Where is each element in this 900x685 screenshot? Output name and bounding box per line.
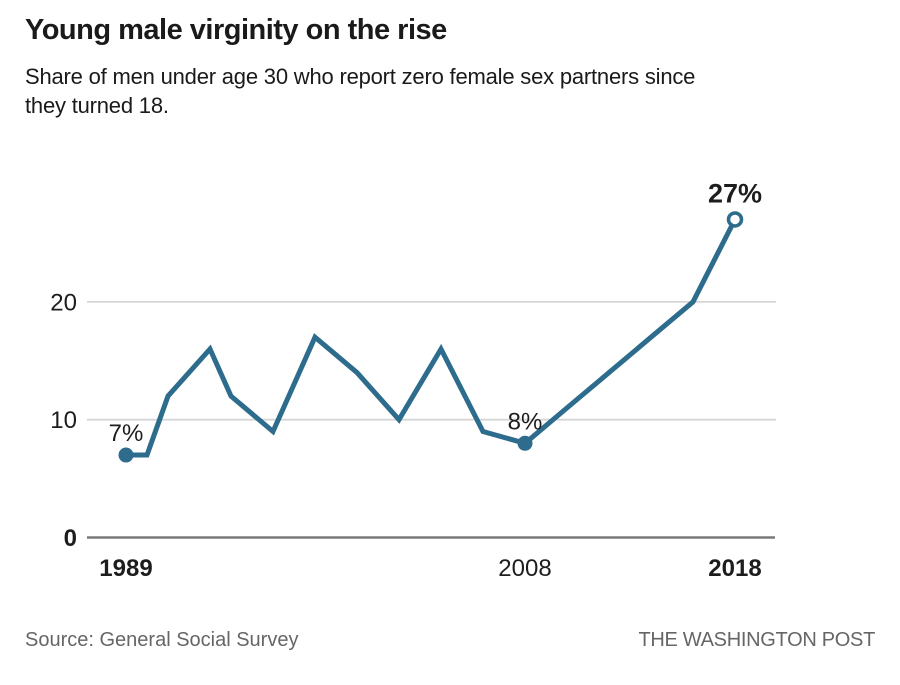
- point-label-2018: 27%: [708, 178, 762, 208]
- point-label-2008: 8%: [508, 408, 543, 435]
- x-tick-label-2018: 2018: [708, 555, 761, 582]
- chart-subtitle: Share of men under age 30 who report zer…: [25, 62, 695, 120]
- data-line: [126, 218, 738, 458]
- y-tick-label-0: 0: [64, 525, 77, 552]
- point-label-1989: 7%: [109, 420, 144, 447]
- y-tick-label-10: 10: [50, 407, 77, 434]
- subtitle-line-1: Share of men under age 30 who report zer…: [25, 64, 696, 89]
- source-note: Source: General Social Survey: [25, 629, 299, 651]
- publisher-credit: THE WASHINGTON POST: [638, 629, 875, 651]
- marker-dot-2008: [517, 435, 533, 451]
- x-tick-label-2008: 2008: [498, 555, 551, 582]
- y-tick-label-20: 20: [50, 289, 77, 316]
- subtitle-line-2: they turned 18.: [25, 93, 169, 118]
- chart-title: Young male virginity on the rise: [25, 14, 447, 46]
- x-tick-label-1989: 1989: [99, 555, 152, 582]
- marker-open-2018: [726, 211, 744, 228]
- marker-dot-1989: [118, 447, 134, 463]
